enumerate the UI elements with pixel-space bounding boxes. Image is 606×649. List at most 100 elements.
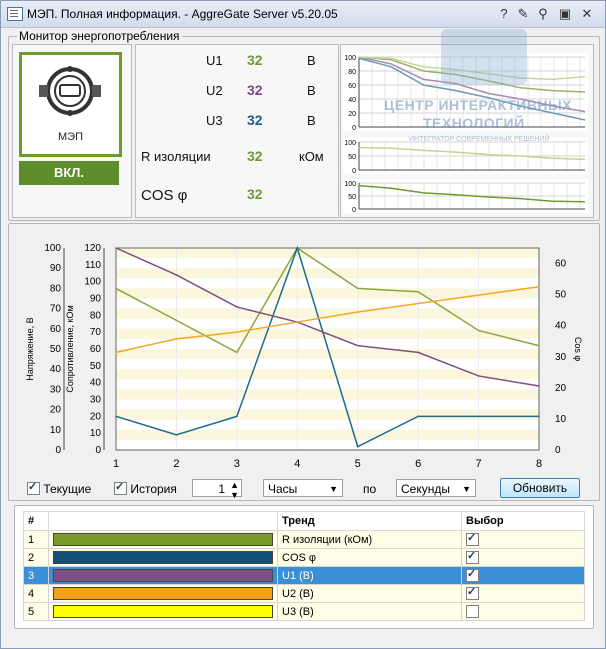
row-number: 2 xyxy=(23,548,49,567)
series-point xyxy=(175,434,178,436)
chart-band xyxy=(116,258,539,269)
row-select-cell[interactable] xyxy=(461,602,585,621)
x-tick-label: 6 xyxy=(415,458,421,470)
chart-band xyxy=(116,409,539,420)
param-value: 32 xyxy=(247,112,263,128)
color-swatch xyxy=(53,587,273,600)
row-select-checkbox[interactable] xyxy=(466,531,479,546)
row-color-cell[interactable] xyxy=(48,548,278,567)
series-point xyxy=(175,338,178,340)
row-color-cell[interactable] xyxy=(48,602,278,621)
monitor-group-label: Монитор энергопотребления xyxy=(17,29,182,43)
row-trend: COS φ xyxy=(277,548,462,567)
series-point xyxy=(356,445,359,448)
row-color-cell[interactable] xyxy=(48,566,278,585)
series-point xyxy=(115,415,117,418)
x-tick-label: 8 xyxy=(536,458,542,470)
series-point xyxy=(356,287,359,290)
series-point xyxy=(115,287,117,290)
mini-tick-label: 50 xyxy=(348,194,356,201)
voltage-tick-label: 100 xyxy=(44,243,61,254)
period-spinner[interactable]: 1 ▲ ▼ xyxy=(192,479,242,500)
title-bar[interactable]: МЭП. Полная информация. - AggreGate Serv… xyxy=(1,1,605,28)
trend-table: # Тренд Выбор 1 R изоляции (кОм) 2 COS φ 3 U1… xyxy=(23,511,585,621)
param-name: U1 xyxy=(206,53,223,68)
search-icon[interactable]: ⚲ xyxy=(538,6,548,21)
voltage-tick-label: 20 xyxy=(50,405,62,416)
mini-series-line xyxy=(358,56,586,81)
series-point xyxy=(538,285,540,288)
history-checkbox[interactable] xyxy=(114,480,127,495)
chart-band xyxy=(116,389,539,400)
color-swatch xyxy=(53,533,273,546)
param-name: U3 xyxy=(206,113,223,128)
chart-band xyxy=(116,369,539,380)
voltage-axis-label: Напряжение, В xyxy=(25,317,35,380)
restore-icon[interactable]: ▣ xyxy=(558,6,572,21)
current-checkbox[interactable] xyxy=(27,480,40,495)
mini-tick-label: 50 xyxy=(348,154,356,161)
table-row[interactable]: 2 COS φ xyxy=(23,548,585,567)
mini-series-line xyxy=(358,57,586,121)
table-row[interactable]: 5 U3 (В) xyxy=(23,602,585,621)
row-color-cell[interactable] xyxy=(48,584,278,603)
row-select-checkbox[interactable] xyxy=(466,604,479,618)
series-point xyxy=(296,321,299,323)
table-row[interactable]: 4 U2 (В) xyxy=(23,584,585,603)
param-value: 32 xyxy=(247,82,263,98)
current-checkbox-group[interactable]: Текущие xyxy=(27,480,92,496)
close-icon[interactable]: ✕ xyxy=(581,6,593,21)
param-value: 32 xyxy=(247,52,263,68)
status-on-badge[interactable]: ВКЛ. xyxy=(19,161,119,185)
history-checkbox-group[interactable]: История xyxy=(114,480,177,496)
row-select-cell[interactable] xyxy=(461,548,585,567)
edit-icon[interactable]: ✎ xyxy=(517,6,529,21)
unit-from-value: Часы xyxy=(268,482,298,496)
row-number: 4 xyxy=(23,584,49,603)
resistance-axis-label: Сопротивление, кОм xyxy=(65,305,75,392)
table-row[interactable]: 1 R изоляции (кОм) xyxy=(23,530,585,549)
voltage-tick-label: 50 xyxy=(50,344,62,355)
row-select-cell[interactable] xyxy=(461,530,585,549)
unit-from-select[interactable]: Часы ▼ xyxy=(263,479,343,497)
mini-tick-label: 0 xyxy=(352,168,356,174)
voltage-tick-label: 90 xyxy=(50,263,62,274)
mini-chart-voltage: 100 80 60 40 20 0 xyxy=(343,53,588,131)
x-tick-label: 1 xyxy=(113,458,119,470)
help-icon[interactable]: ? xyxy=(500,6,508,21)
mini-tick-label: 100 xyxy=(344,55,356,62)
cos-tick-label: 0 xyxy=(555,445,561,456)
trend-group xyxy=(8,223,600,501)
series-point xyxy=(417,302,419,305)
history-label: История xyxy=(130,482,177,496)
row-color-cell[interactable] xyxy=(48,530,278,549)
unit-to-value: Секунды xyxy=(401,482,450,496)
chart-band xyxy=(116,338,539,349)
voltage-tick-label: 0 xyxy=(55,445,61,456)
chart-band xyxy=(116,399,539,410)
refresh-button[interactable]: Обновить xyxy=(500,478,580,498)
row-select-checkbox[interactable] xyxy=(466,585,479,600)
row-select-checkbox[interactable] xyxy=(466,549,479,564)
mini-tick-label: 100 xyxy=(344,140,356,147)
resistance-tick-label: 10 xyxy=(90,428,102,439)
mini-tick-label: 20 xyxy=(348,111,356,118)
params-panel xyxy=(135,44,339,218)
table-row[interactable]: 3 U1 (В) xyxy=(23,566,585,585)
chart-band xyxy=(116,268,539,279)
device-box[interactable]: МЭП xyxy=(19,52,122,157)
resistance-tick-label: 90 xyxy=(90,294,102,305)
color-swatch xyxy=(53,551,273,564)
row-select-cell[interactable] xyxy=(461,584,585,603)
watermark-line2: ТЕХНОЛОГИЙ xyxy=(423,115,525,131)
series-point xyxy=(477,415,480,418)
spinner-down-icon[interactable]: ▼ xyxy=(230,490,239,500)
spinner-up-icon[interactable]: ▲ xyxy=(230,480,239,490)
unit-to-select[interactable]: Секунды ▼ xyxy=(396,479,476,497)
current-label: Текущие xyxy=(43,482,92,496)
row-select-checkbox[interactable] xyxy=(466,567,479,582)
resistance-tick-label: 80 xyxy=(90,310,102,321)
x-tick-label: 3 xyxy=(234,458,240,470)
row-select-cell[interactable] xyxy=(461,566,585,585)
